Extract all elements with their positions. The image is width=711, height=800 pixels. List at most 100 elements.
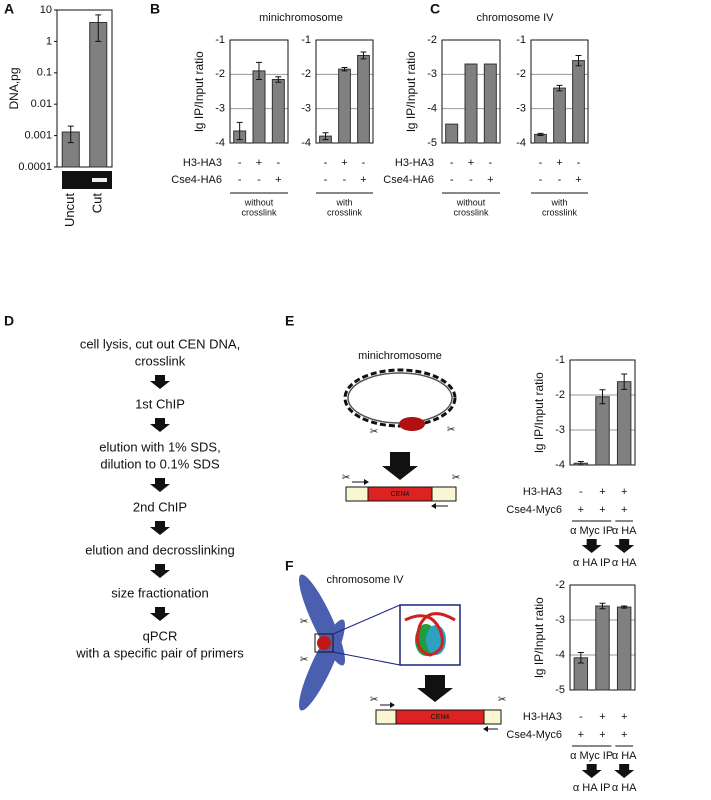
condition-label: - (324, 174, 328, 186)
condition-label: + (575, 174, 581, 186)
panel-label: C (430, 1, 440, 17)
condition-label: - (579, 486, 583, 498)
bar (595, 396, 610, 466)
flow-step: elution and decrosslinking (85, 542, 235, 557)
y-tick-label: -4 (555, 649, 565, 661)
bar (357, 54, 370, 144)
y-tick-label: 0.1 (37, 67, 52, 79)
condition-label: - (577, 157, 581, 169)
svg-text:✂: ✂ (300, 617, 308, 628)
group-label: α HA (612, 750, 637, 762)
flow-arrow (150, 418, 170, 432)
svg-text:✂: ✂ (370, 695, 378, 706)
condition-label: - (539, 174, 543, 186)
chromosome-diagram: ✂ ✂ ✂ ✂ (299, 574, 506, 732)
condition-label: + (275, 174, 281, 186)
group-label: α HA (612, 525, 637, 537)
panel-title: chromosome IV (476, 12, 554, 24)
flow-arrow (150, 564, 170, 578)
y-tick-label: -4 (516, 137, 526, 149)
gel-band (92, 178, 107, 182)
y-tick-label: -4 (301, 137, 311, 149)
error-bar (256, 61, 262, 80)
group-arrow (614, 539, 635, 553)
flow-step: 2nd ChIP (133, 499, 187, 514)
footer-label: crosslink (327, 207, 363, 217)
bar (572, 60, 585, 144)
region-label: CEN4 (431, 714, 450, 721)
condition-label: + (621, 711, 627, 723)
y-tick-label: -2 (427, 34, 437, 46)
group-label: α Myc IP (570, 525, 613, 537)
group-arrow (614, 764, 635, 778)
flow-step: elution with 1% SDS, (99, 439, 220, 454)
error-bar (537, 132, 544, 136)
y-axis-label: lg IP/Input ratio (404, 51, 418, 132)
flow-arrow (150, 607, 170, 621)
diagram-title: chromosome IV (326, 574, 404, 586)
error-bar (575, 54, 582, 67)
y-tick-label: -4 (427, 103, 437, 115)
panel-label: D (4, 313, 14, 329)
y-tick-label: -5 (427, 137, 437, 149)
condition-name: H3-HA3 (395, 157, 434, 169)
condition-label: + (599, 504, 605, 516)
error-bar (599, 389, 606, 405)
condition-label: + (360, 174, 366, 186)
condition-label: - (469, 174, 473, 186)
flow-step: size fractionation (111, 585, 209, 600)
flow-arrow (150, 478, 170, 492)
condition-label: + (621, 729, 627, 741)
svg-text:✂: ✂ (370, 427, 378, 438)
panel-label: B (150, 1, 160, 17)
y-tick-label: -1 (555, 354, 565, 366)
y-tick-label: -4 (215, 137, 225, 149)
error-bar (236, 121, 243, 141)
error-bar (322, 132, 329, 141)
bar (553, 87, 566, 144)
x-tick-label: Cut (90, 193, 105, 214)
error-bar (621, 605, 628, 609)
minichromosome-diagram: ✂ ✂ ✂ ✂ (342, 368, 460, 509)
bar (252, 70, 266, 144)
condition-label: + (621, 504, 627, 516)
bar (338, 68, 351, 144)
plot-frame (56, 9, 113, 168)
flow-arrow (150, 375, 170, 389)
y-tick-label: -2 (555, 389, 565, 401)
bar (89, 21, 108, 168)
condition-label: + (487, 174, 493, 186)
condition-name: H3-HA3 (523, 711, 562, 723)
flow-step: 1st ChIP (135, 396, 185, 411)
group-target: α HA IP (573, 782, 611, 794)
bar (445, 123, 459, 144)
error-bar (621, 373, 628, 390)
y-tick-label: 0.0001 (18, 161, 52, 173)
footer-label: with (550, 197, 567, 207)
y-tick-label: -2 (555, 579, 565, 591)
footer-label: with (335, 197, 352, 207)
condition-name: Cse4-Myc6 (506, 504, 562, 516)
flow-step: with a specific pair of primers (75, 645, 244, 660)
bar (464, 63, 478, 144)
group-target: α HA (612, 557, 637, 569)
condition-label: + (621, 486, 627, 498)
footer-label: crosslink (542, 207, 578, 217)
condition-label: + (256, 157, 262, 169)
flow-step: dilution to 0.1% SDS (100, 456, 220, 471)
condition-label: - (558, 174, 562, 186)
y-tick-label: -1 (301, 34, 311, 46)
svg-text:✂: ✂ (452, 473, 460, 484)
bar (616, 381, 632, 466)
panel-title: minichromosome (259, 12, 343, 24)
y-tick-label: -3 (516, 103, 526, 115)
condition-label: + (599, 711, 605, 723)
y-tick-label: -3 (555, 424, 565, 436)
bar (483, 63, 497, 144)
condition-label: + (599, 486, 605, 498)
condition-label: - (539, 157, 543, 169)
y-tick-label: -5 (555, 684, 565, 696)
panel-label: F (285, 558, 294, 574)
y-tick-label: 0.01 (31, 98, 52, 110)
y-axis-label: lg IP/Input ratio (532, 372, 546, 453)
